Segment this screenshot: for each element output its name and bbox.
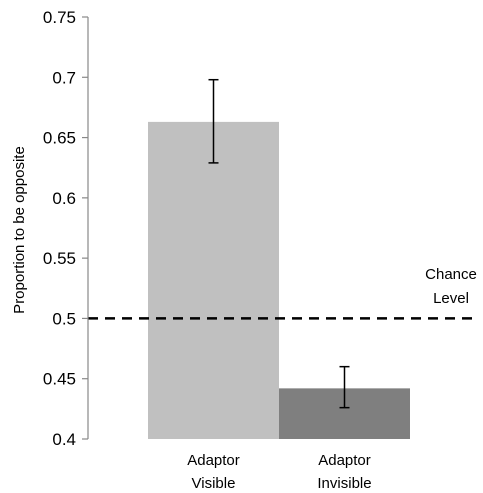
category-labels: Adaptor Visible Adaptor Invisible — [187, 452, 371, 492]
error-bars-group — [208, 78, 350, 409]
y-tick-labels: 0.4 0.45 0.5 0.55 0.6 0.65 0.7 0.75 — [43, 8, 76, 449]
y-axis — [82, 16, 89, 440]
y-tick-label: 0.55 — [43, 249, 76, 268]
category-label-line1: Adaptor — [187, 452, 240, 469]
y-axis-label: Proportion to be opposite — [11, 146, 28, 314]
y-tick-label: 0.45 — [43, 370, 76, 389]
y-tick-label: 0.7 — [52, 68, 76, 87]
y-tick-label: 0.65 — [43, 129, 76, 148]
chance-level-label-line2: Level — [433, 290, 469, 307]
y-tick-label: 0.6 — [52, 189, 76, 208]
chance-level-label-line1: Chance — [425, 266, 477, 283]
y-tick-label: 0.75 — [43, 8, 76, 27]
y-tick-label: 0.4 — [52, 430, 76, 449]
category-label-line2: Visible — [192, 475, 236, 492]
bars-group — [148, 121, 410, 439]
category-label-line1: Adaptor — [318, 452, 371, 469]
category-label-line2: Invisible — [317, 475, 371, 492]
y-tick-label: 0.5 — [52, 309, 76, 328]
bar — [148, 121, 279, 439]
